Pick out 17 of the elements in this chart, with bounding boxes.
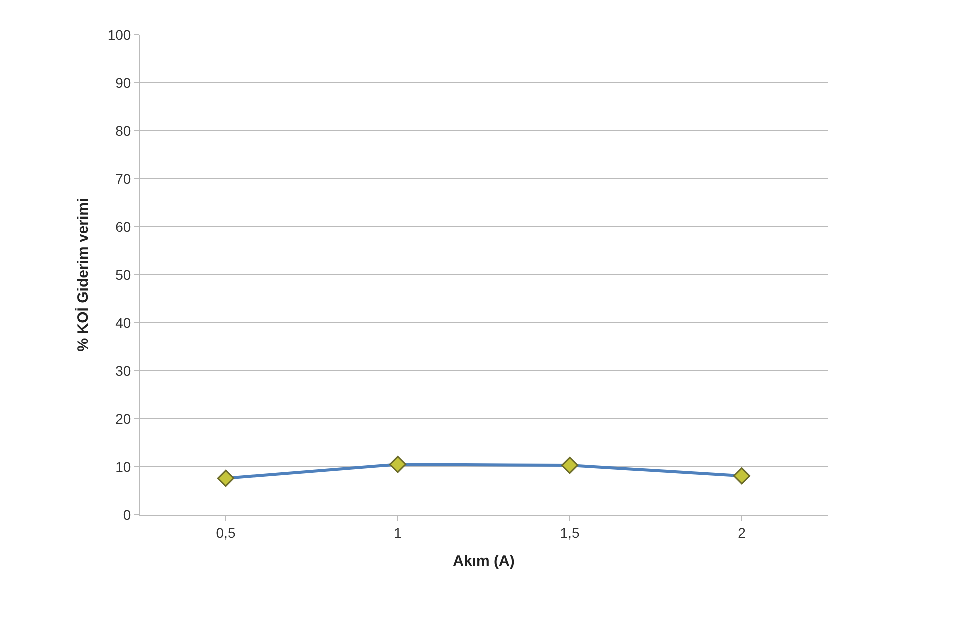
y-tick-label: 50 (116, 266, 132, 283)
x-tick-label: 1 (394, 524, 402, 541)
y-tick-label: 0 (123, 506, 132, 523)
y-axis-title: % KOİ Giderim verimi (75, 198, 92, 352)
y-tick-label: 70 (116, 170, 132, 187)
y-tick-label: 40 (116, 314, 132, 331)
y-tick-label: 10 (116, 458, 132, 475)
y-tick-label: 80 (116, 122, 132, 139)
y-tick-label: 90 (116, 74, 132, 91)
x-tick-label: 2 (738, 524, 746, 541)
y-tick-label: 20 (116, 410, 132, 427)
y-tick-label: 30 (116, 362, 132, 379)
x-axis-title: Akım (A) (453, 552, 515, 570)
x-tick-label: 1,5 (560, 524, 580, 541)
y-tick-label: 60 (116, 218, 132, 235)
y-tick-label: 100 (108, 26, 132, 43)
x-tick-label: 0,5 (216, 524, 236, 541)
